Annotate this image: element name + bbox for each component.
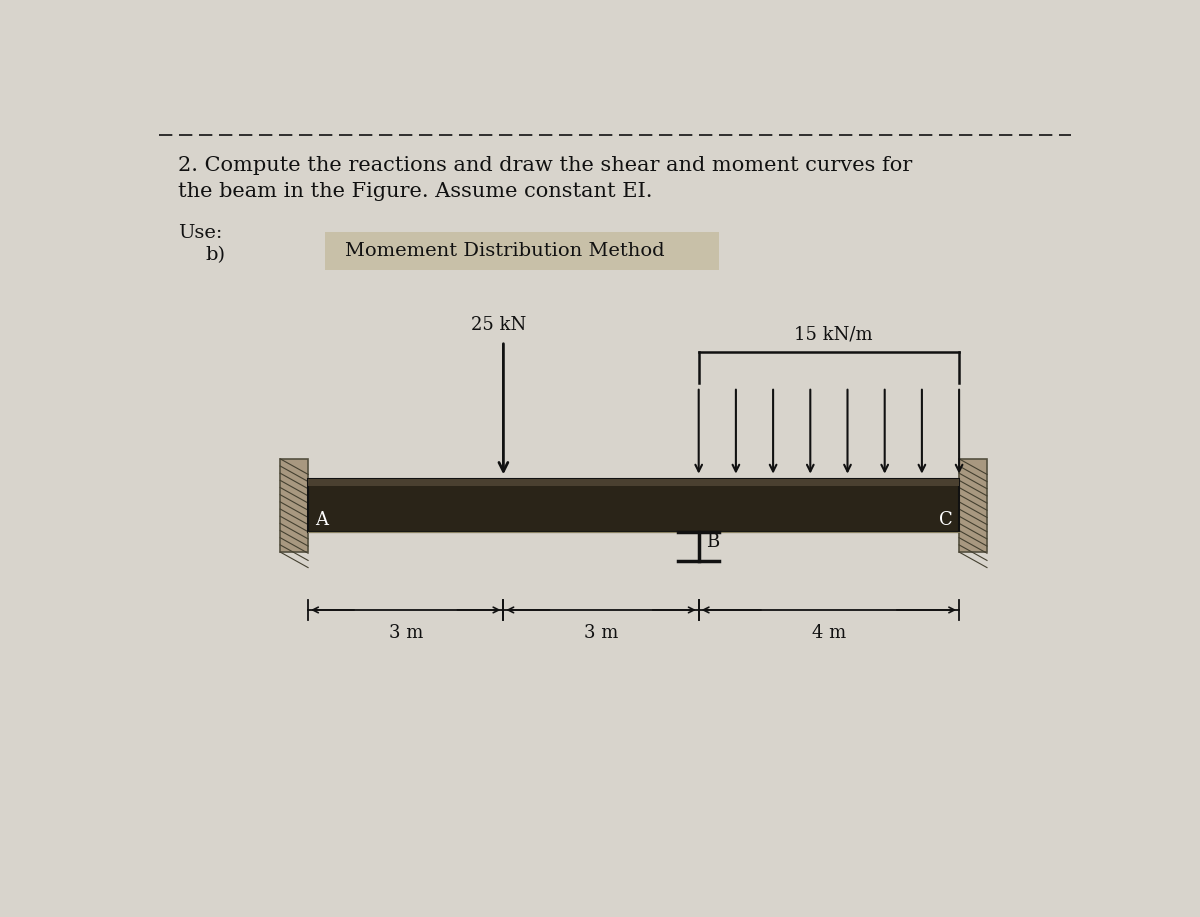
Bar bbox=[959, 458, 986, 552]
Text: 2. Compute the reactions and draw the shear and moment curves for: 2. Compute the reactions and draw the sh… bbox=[178, 156, 912, 175]
Text: 4 m: 4 m bbox=[811, 624, 846, 642]
Text: 3 m: 3 m bbox=[389, 624, 422, 642]
Bar bbox=[281, 458, 308, 552]
Text: Use:: Use: bbox=[178, 225, 222, 242]
Text: 3 m: 3 m bbox=[584, 624, 618, 642]
Text: A: A bbox=[314, 512, 328, 529]
Text: B: B bbox=[706, 533, 719, 551]
Text: 25 kN: 25 kN bbox=[470, 315, 526, 334]
Text: C: C bbox=[938, 512, 953, 529]
Text: 15 kN/m: 15 kN/m bbox=[794, 325, 872, 343]
Bar bbox=[308, 479, 959, 486]
FancyBboxPatch shape bbox=[325, 232, 719, 271]
Text: b): b) bbox=[206, 246, 226, 263]
Text: Momement Distribution Method: Momement Distribution Method bbox=[346, 242, 665, 260]
Bar bbox=[308, 479, 959, 532]
Text: the beam in the Figure. Assume constant EI.: the beam in the Figure. Assume constant … bbox=[178, 182, 653, 201]
